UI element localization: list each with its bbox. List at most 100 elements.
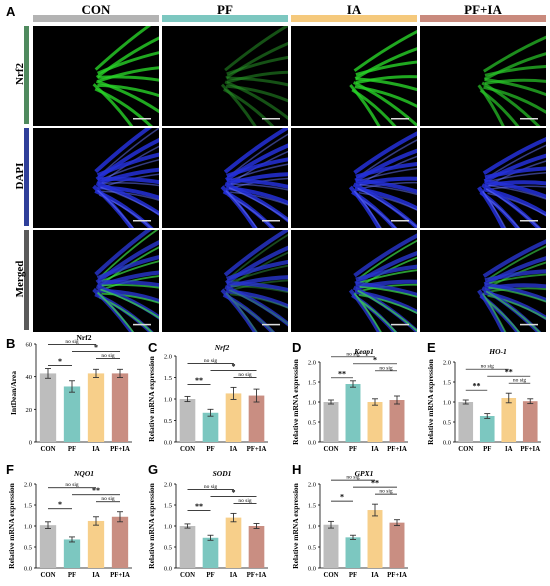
- significance-label: **: [338, 369, 346, 378]
- y-tick-label: 1.0: [308, 524, 316, 531]
- panel-label-a: A: [6, 4, 16, 19]
- y-tick-label: 0.5: [24, 545, 32, 552]
- bar-pf-ia: [522, 401, 538, 442]
- x-tick-label: IA: [92, 446, 100, 453]
- micrograph-merged-con: [33, 230, 159, 332]
- panel-label-b: B: [6, 336, 16, 351]
- group-header-con: CON: [81, 2, 111, 17]
- x-tick-label: PF: [483, 446, 491, 453]
- significance-label: **: [371, 479, 379, 488]
- micrograph-nrf2-con: [33, 26, 159, 126]
- chart-e: 0.0 0.5 1.0 1.5 2.0 Relative mRNA expression H…: [426, 347, 541, 453]
- bar-pf: [202, 412, 219, 442]
- micrograph-dapi-pf-ia: [420, 128, 546, 228]
- significance-label: no sig: [346, 351, 360, 357]
- y-tick-label: 0.0: [24, 566, 32, 573]
- y-tick-label: 1.0: [443, 400, 451, 407]
- significance-label: no sig: [238, 498, 252, 504]
- chart-g: 0.0 0.5 1.0 1.5 2.0 Relative mRNA expression S…: [147, 469, 268, 579]
- bar-con: [323, 524, 339, 568]
- chart-title: GPX1: [355, 469, 374, 478]
- significance-label: no sig: [101, 496, 115, 502]
- x-tick-label: CON: [180, 572, 195, 579]
- significance-label: no sig: [513, 378, 527, 384]
- micrograph-dapi-ia: [291, 128, 417, 228]
- y-tick-label: 2.0: [24, 482, 32, 489]
- bar-pf-ia: [248, 395, 265, 442]
- x-tick-label: PF: [68, 446, 76, 453]
- y-tick-label: 0.0: [308, 440, 316, 447]
- significance-label: no sig: [481, 364, 495, 370]
- bar-ia: [87, 373, 105, 442]
- x-tick-label: IA: [92, 572, 100, 579]
- y-tick-label: 0.5: [164, 545, 172, 552]
- bar-con: [39, 373, 57, 442]
- y-tick-label: 2.0: [164, 482, 172, 489]
- group-header-ia: IA: [346, 2, 362, 17]
- bar-pf-ia: [248, 526, 265, 568]
- x-tick-label: PF+IA: [110, 446, 130, 453]
- significance-label: no sig: [346, 475, 360, 481]
- bar-pf-ia: [111, 373, 129, 442]
- chart-title: Nrf2: [77, 333, 92, 342]
- micrograph-merged-pf-ia: [420, 230, 546, 332]
- bar-pf-ia: [389, 400, 405, 442]
- bar-pf: [345, 537, 361, 568]
- y-tick-label: 1.5: [443, 380, 451, 387]
- micrograph-dapi-con: [33, 128, 159, 228]
- y-tick-label: 0.5: [308, 545, 316, 552]
- significance-label: **: [505, 368, 513, 377]
- bar-ia: [87, 520, 105, 568]
- y-tick-label: 1.0: [164, 524, 172, 531]
- y-tick-label: 1.5: [164, 375, 172, 382]
- significance-label: no sig: [101, 353, 115, 359]
- y-tick-label: 0.0: [308, 566, 316, 573]
- x-tick-label: IA: [230, 572, 238, 579]
- panel-label-c: C: [148, 340, 158, 355]
- x-tick-label: PF: [206, 572, 214, 579]
- y-axis-label: IntDean/Area: [9, 371, 18, 415]
- panel-label-g: G: [148, 462, 159, 477]
- significance-label: **: [195, 502, 203, 511]
- group-bar-con: [33, 15, 159, 22]
- bar-ia: [225, 393, 242, 442]
- significance-label: **: [473, 382, 481, 391]
- y-tick-label: 0: [29, 440, 32, 447]
- x-tick-label: PF: [349, 572, 357, 579]
- significance-label: *: [94, 343, 98, 352]
- micrograph-nrf2-ia: [291, 26, 417, 126]
- micrograph-dapi-pf: [162, 128, 288, 228]
- micrograph-merged-ia: [291, 230, 417, 332]
- bar-ia: [367, 402, 383, 442]
- chart-title: Keap1: [353, 347, 374, 356]
- x-tick-label: IA: [230, 446, 238, 453]
- y-tick-label: 1.5: [308, 380, 316, 387]
- y-tick-label: 1.0: [308, 400, 316, 407]
- x-tick-label: IA: [371, 446, 379, 453]
- x-tick-label: IA: [505, 446, 513, 453]
- x-tick-label: CON: [40, 572, 55, 579]
- panel-label-d: D: [292, 340, 302, 355]
- y-axis-label: Relative mRNA expression: [147, 482, 156, 569]
- x-tick-label: PF+IA: [247, 572, 267, 579]
- significance-label: *: [232, 362, 236, 371]
- bar-con: [179, 399, 196, 442]
- chart-title: NQO1: [73, 469, 94, 478]
- y-tick-label: 2.0: [308, 482, 316, 489]
- x-tick-label: CON: [40, 446, 55, 453]
- y-axis-label: Relative mRNA expression: [7, 482, 16, 569]
- y-tick-label: 0.5: [443, 420, 451, 427]
- bar-con: [39, 525, 57, 568]
- row-label-merged: Merged: [14, 260, 26, 298]
- x-tick-label: PF+IA: [520, 446, 540, 453]
- significance-label: **: [92, 486, 100, 495]
- bar-pf: [63, 386, 81, 442]
- y-tick-label: 0.0: [443, 440, 451, 447]
- bar-con: [458, 402, 474, 442]
- group-header-pf-ia: PF+IA: [464, 2, 502, 17]
- significance-label: **: [195, 376, 203, 385]
- x-tick-label: CON: [458, 446, 473, 453]
- chart-h: 0.0 0.5 1.0 1.5 2.0 Relative mRNA expression G…: [291, 469, 408, 579]
- significance-label: *: [58, 357, 62, 366]
